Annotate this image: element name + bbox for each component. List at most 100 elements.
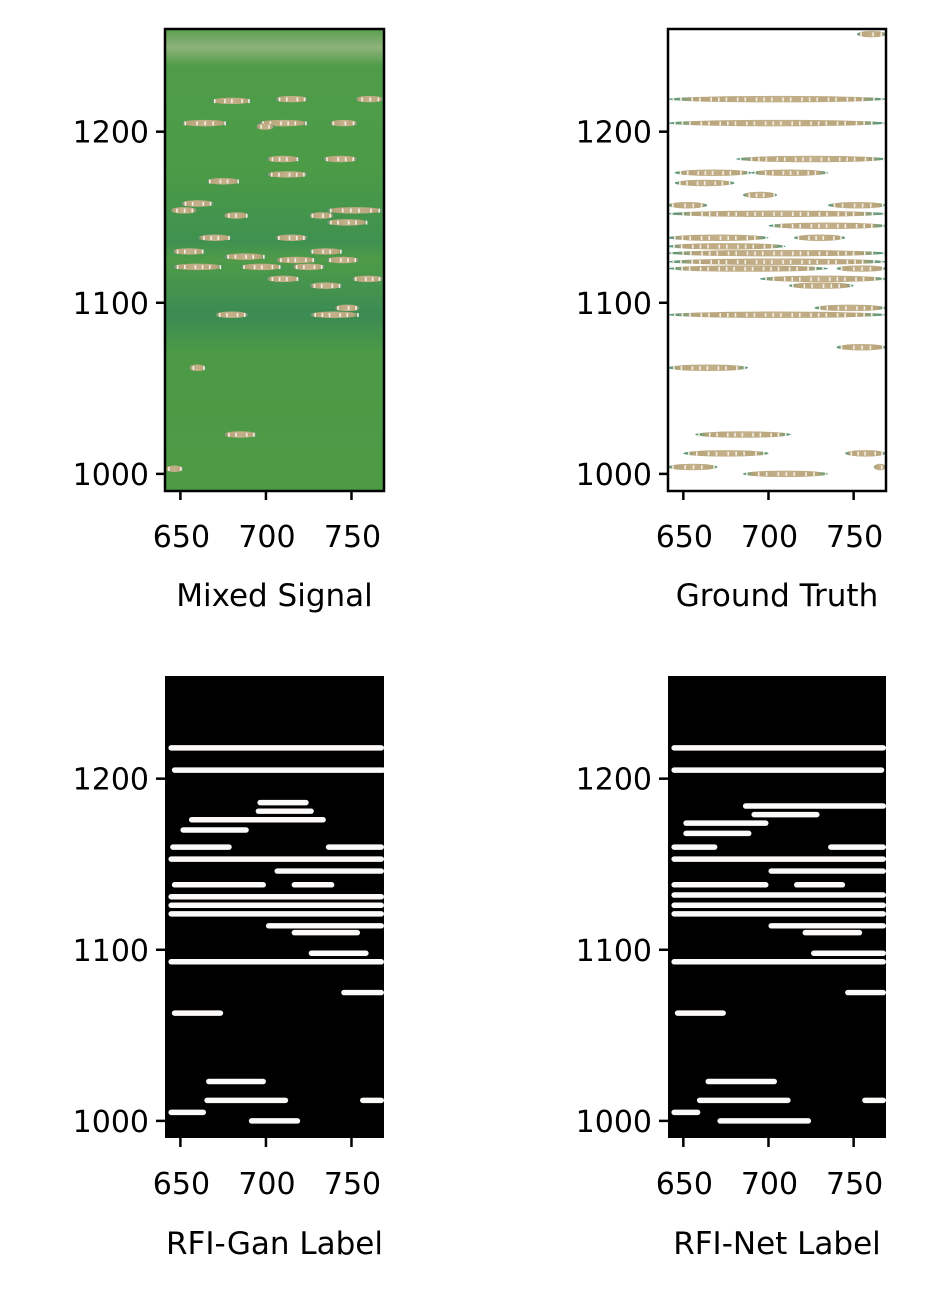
rfi-speckle [861, 97, 864, 102]
rfi-speckle [838, 283, 840, 288]
rfi-speckle [734, 121, 737, 126]
rfi-speckle [699, 366, 701, 371]
rfi-speckle [801, 259, 803, 264]
rfi-speckle [849, 283, 852, 288]
rfi-speckle [853, 345, 855, 350]
rfi-speckle [822, 236, 825, 240]
rfi-speckle [684, 465, 686, 470]
rfi-segment [168, 1109, 207, 1116]
rfi-speckle [673, 121, 676, 126]
rfi-speckle [706, 366, 709, 371]
rfi-speckle [754, 251, 756, 256]
rfi-speckle [241, 99, 243, 104]
rfi-speckle [686, 181, 688, 186]
rfi-speckle [672, 259, 675, 264]
x-tick-label: 650 [656, 1167, 713, 1202]
rfi-segment [705, 1078, 777, 1085]
rfi-speckle [253, 265, 256, 270]
rfi-speckle [213, 99, 216, 104]
rfi-segment [223, 253, 266, 260]
rfi-speckle [750, 157, 753, 162]
rfi-speckle [701, 212, 703, 217]
rfi-speckle [833, 203, 836, 208]
rfi-segment [325, 207, 384, 214]
rfi-segment [671, 911, 886, 917]
rfi-segment [325, 256, 361, 264]
rfi-speckle [814, 170, 817, 175]
rfi-speckle [771, 244, 773, 249]
rfi-segment [814, 304, 886, 312]
rfi-speckle [708, 121, 710, 126]
rfi-segment [180, 200, 215, 207]
rfi-speckle [234, 254, 237, 259]
rfi-speckle [673, 244, 675, 249]
rfi-segment [874, 463, 886, 471]
rfi-speckle [791, 277, 794, 282]
rfi-speckle [805, 472, 807, 477]
rfi-speckle [252, 254, 255, 259]
rfi-segment [334, 304, 361, 312]
rfi-speckle [245, 213, 248, 218]
rfi-speckle [810, 224, 813, 229]
rfi-speckle [708, 432, 711, 437]
rfi-segment [168, 959, 384, 965]
rfi-speckle [740, 170, 742, 175]
rfi-speckle [700, 236, 703, 240]
rfi-speckle [692, 465, 695, 470]
rfi-speckle [295, 265, 298, 270]
rfi-segment [171, 767, 384, 773]
rfi-speckle [882, 212, 885, 217]
rfi-speckle [845, 212, 847, 217]
rfi-speckle [764, 313, 767, 317]
rfi-speckle [816, 97, 819, 102]
rfi-speckle [184, 201, 187, 206]
rfi-speckle [314, 313, 316, 317]
rfi-speckle [322, 249, 324, 254]
rfi-speckle [263, 254, 265, 259]
y-tick-label: 1100 [73, 934, 149, 969]
rfi-speckle [735, 451, 737, 456]
rfi-speckle [753, 313, 756, 317]
rfi-speckle [772, 277, 775, 282]
rfi-speckle [846, 97, 849, 102]
rfi-speckle [725, 366, 727, 371]
rfi-segment [223, 431, 258, 438]
rfi-speckle [744, 244, 747, 249]
rfi-speckle [320, 283, 323, 288]
rfi-speckle [799, 212, 802, 217]
rfi-speckle [822, 266, 824, 271]
rfi-speckle [827, 259, 830, 264]
rfi-segment [751, 811, 820, 818]
rfi-speckle [881, 266, 884, 271]
rfi-speckle [184, 121, 187, 126]
rfi-speckle [770, 432, 772, 437]
rfi-speckle [204, 121, 206, 126]
rfi-speckle [201, 249, 204, 254]
rfi-speckle [844, 121, 846, 126]
rfi-speckle [370, 208, 372, 213]
rfi-speckle [371, 277, 374, 282]
rfi-segment [668, 265, 829, 272]
rfi-speckle [682, 251, 684, 256]
rfi-speckle [763, 244, 766, 249]
rfi-speckle [861, 259, 864, 264]
rfi-speckle [814, 266, 817, 271]
x-tick-label: 700 [238, 1167, 295, 1202]
y-tick-label: 1100 [576, 934, 652, 969]
rfi-speckle [725, 266, 728, 271]
rfi-speckle [792, 251, 794, 256]
rfi-speckle [755, 259, 758, 264]
rfi-speckle [746, 472, 748, 477]
rfi-speckle [321, 313, 324, 317]
rfi-speckle [726, 432, 729, 437]
rfi-speckle [210, 236, 212, 240]
rfi-speckle [736, 97, 739, 102]
rfi-segment [341, 989, 384, 996]
rfi-segment [668, 311, 886, 318]
rfi-speckle [673, 366, 675, 371]
rfi-speckle [243, 313, 246, 317]
rfi-speckle [746, 236, 748, 240]
rfi-speckle [762, 266, 765, 271]
rfi-segment [291, 882, 335, 888]
rfi-speckle [303, 172, 305, 177]
